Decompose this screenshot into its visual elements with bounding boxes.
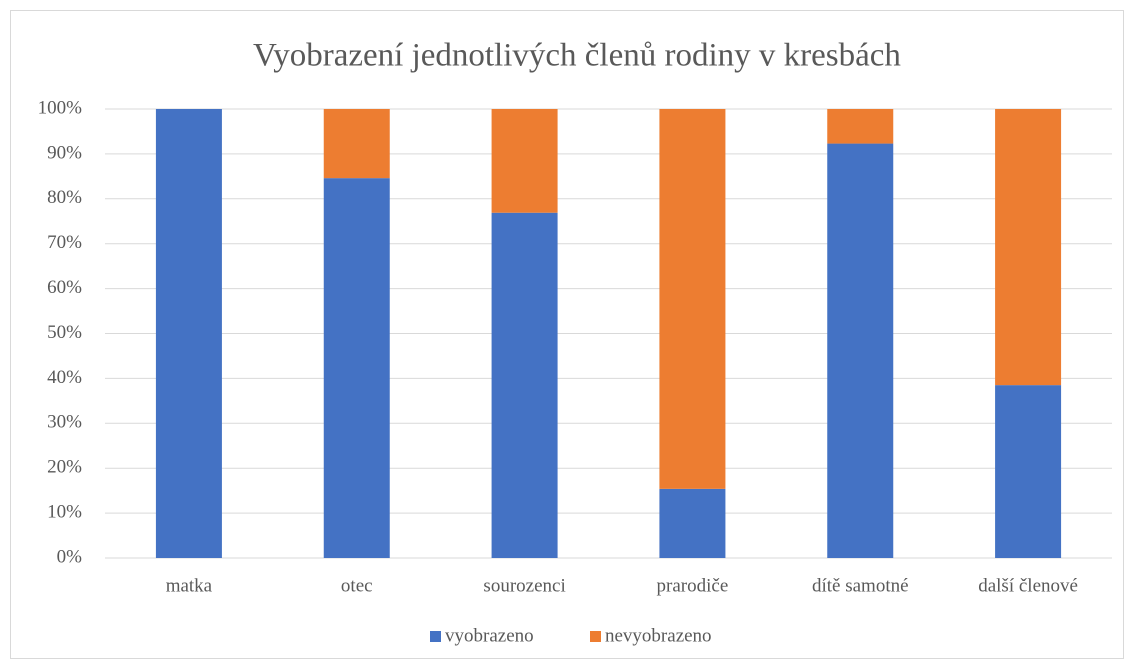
y-tick-label: 90% bbox=[47, 142, 82, 163]
bar-segment bbox=[827, 143, 894, 558]
y-tick-label: 0% bbox=[57, 546, 83, 567]
bar-segment bbox=[827, 109, 894, 144]
x-tick-label: sourozenci bbox=[483, 575, 565, 596]
bar-segment bbox=[491, 109, 558, 213]
y-tick-label: 30% bbox=[47, 412, 82, 433]
bar-segment bbox=[995, 109, 1062, 386]
x-tick-label: otec bbox=[341, 575, 373, 596]
y-tick-label: 100% bbox=[38, 97, 83, 118]
x-tick-label: další členové bbox=[978, 575, 1078, 596]
y-tick-label: 50% bbox=[47, 322, 82, 343]
y-tick-label: 20% bbox=[47, 457, 82, 478]
chart-title: Vyobrazení jednotlivých členů rodiny v k… bbox=[253, 38, 901, 74]
bar-segment bbox=[323, 178, 390, 558]
legend-swatch bbox=[430, 631, 441, 642]
x-tick-label: matka bbox=[166, 575, 213, 596]
bar-segment bbox=[155, 109, 222, 558]
legend-label: nevyobrazeno bbox=[605, 625, 712, 646]
bar-segment bbox=[659, 109, 726, 489]
bar-segment bbox=[491, 212, 558, 558]
legend-swatch bbox=[590, 631, 601, 642]
x-tick-label: prarodiče bbox=[657, 575, 729, 596]
bar-segment bbox=[323, 109, 390, 179]
x-tick-label: dítě samotné bbox=[812, 575, 909, 596]
bar-segment bbox=[995, 385, 1062, 558]
y-tick-label: 70% bbox=[47, 232, 82, 253]
y-tick-label: 40% bbox=[47, 367, 82, 388]
bar-segment bbox=[659, 488, 726, 558]
y-tick-label: 10% bbox=[47, 501, 82, 522]
legend-label: vyobrazeno bbox=[445, 625, 534, 646]
y-tick-label: 80% bbox=[47, 187, 82, 208]
y-tick-label: 60% bbox=[47, 277, 82, 298]
